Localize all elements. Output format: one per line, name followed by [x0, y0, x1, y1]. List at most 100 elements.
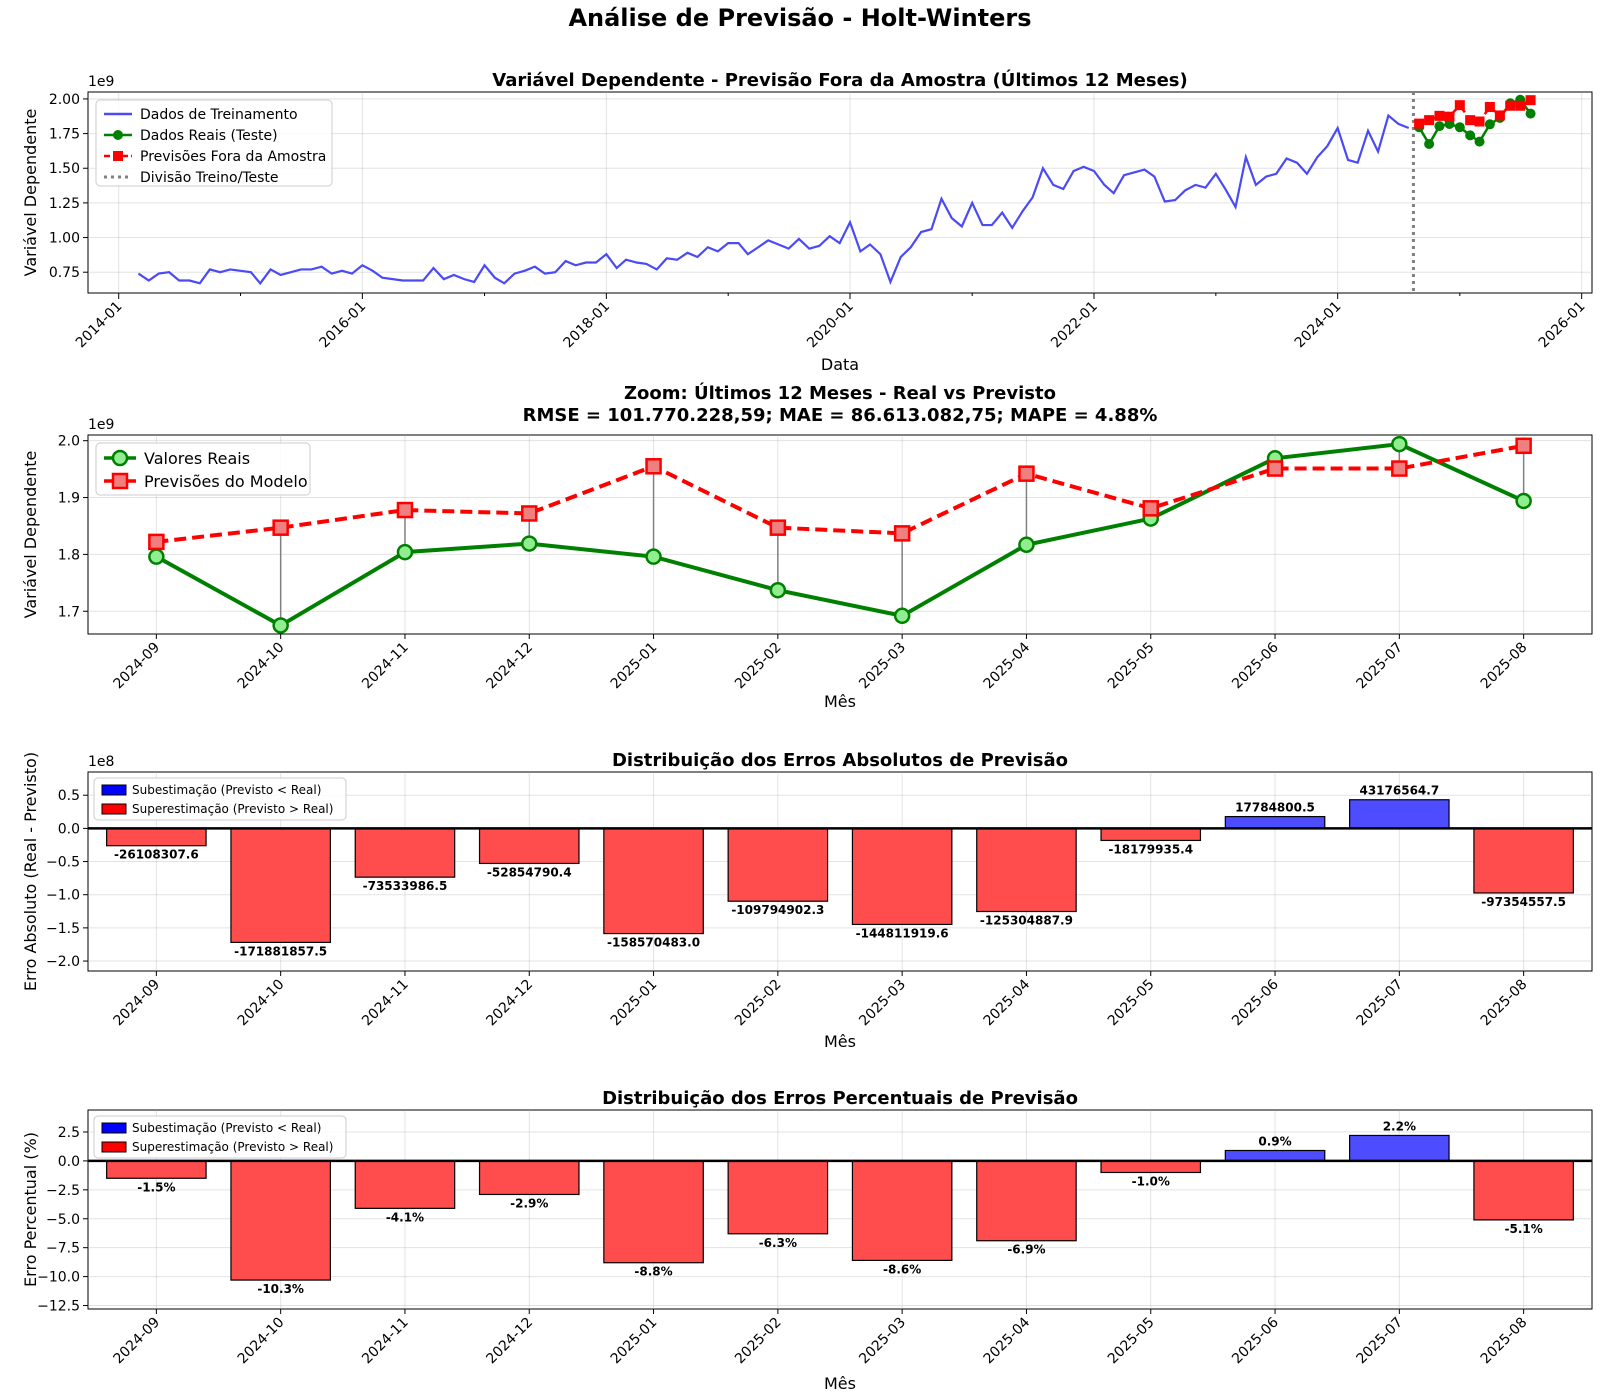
panel3-xtick-label: 2025-08: [1478, 977, 1531, 1030]
panel3-bar: [851, 827, 953, 926]
panel4-bar-label: -8.6%: [883, 1262, 921, 1276]
panel4-xtick-label: 2025-01: [608, 1315, 661, 1368]
panel4-bar: [1349, 1134, 1450, 1162]
legend-label: Divisão Treino/Teste: [140, 170, 279, 186]
panel3-bar-label: 17784800.5: [1235, 801, 1315, 815]
panel3-bar: [1100, 827, 1202, 842]
panel3-legend: [93, 777, 347, 821]
panel4-ytick-label: 0.0: [58, 1154, 80, 1170]
panel3-xtick-label: 2025-04: [981, 976, 1034, 1029]
predicted-value-point: [769, 519, 787, 536]
panel4-xtick-label: 2024-11: [359, 1315, 412, 1368]
panel4-bar: [1100, 1160, 1202, 1174]
panel2-xtick-label: 2025-01: [608, 640, 661, 693]
panel1-ytick-label: 1.00: [49, 231, 80, 247]
panel4-ytick-label: 2.5: [58, 1125, 80, 1141]
panel4-bar-label: -5.1%: [1505, 1222, 1543, 1236]
panel3-xlabel: Mês: [824, 1032, 856, 1051]
panel3-xtick-label: 2025-02: [732, 977, 785, 1030]
panel4-legend-label: Subestimação (Previsto < Real): [132, 1121, 321, 1135]
panel2-ytick-label: 2.0: [58, 434, 80, 450]
panel4-xtick-label: 2025-04: [981, 1314, 1034, 1367]
forecast-point: [1505, 100, 1516, 111]
real-value-point: [272, 617, 289, 634]
legend-label: Previsões do Modelo: [144, 472, 308, 491]
panel1-xtick-label: 2016-01: [317, 299, 370, 352]
panel4-bar-label: 0.9%: [1258, 1134, 1291, 1148]
panel2-xtick-label: 2025-04: [981, 639, 1034, 692]
panel1-xlabel: Data: [821, 355, 859, 374]
panel3-bar-label: 43176564.7: [1359, 784, 1439, 798]
panel4-bar-label: -8.8%: [634, 1265, 672, 1279]
panel1-ytick-label: 2.00: [49, 92, 80, 108]
panel3-bar-label: -109794902.3: [731, 903, 824, 917]
panel2-xtick-label: 2024-09: [111, 640, 164, 693]
panel2-xtick-label: 2025-06: [1229, 639, 1282, 692]
panel4-bar-label: -10.3%: [257, 1282, 304, 1296]
real-value-point: [148, 548, 165, 565]
figure-title: Análise de Previsão - Holt-Winters: [568, 4, 1031, 32]
predicted-value-point: [893, 525, 911, 542]
panel4-xtick-label: 2024-10: [235, 1315, 288, 1368]
panel4-bar-label: -4.1%: [386, 1210, 424, 1224]
panel3-ytick-label: −2.0: [46, 954, 80, 970]
panel1-ytick-label: 0.75: [49, 265, 80, 281]
panel1-ylabel: Variável Dependente: [21, 109, 40, 277]
panel3-bar: [478, 827, 580, 865]
legend-label: Previsões Fora da Amostra: [140, 149, 326, 165]
forecast-point: [1424, 115, 1435, 126]
panel2-ytick-label: 1.9: [58, 491, 80, 507]
forecast-point: [1525, 95, 1536, 106]
panel3-xtick-label: 2025-07: [1353, 977, 1406, 1030]
panel3-offset-label: 1e8: [88, 754, 114, 770]
panel2-xtick-label: 2025-07: [1353, 640, 1406, 693]
panel4-xtick-label: 2024-12: [483, 1315, 536, 1368]
legend-label: Dados de Treinamento: [140, 107, 298, 123]
real-value-point: [1391, 435, 1408, 453]
legend-marker-real: [111, 449, 129, 467]
panel1-ytick-label: 1.25: [49, 196, 80, 212]
panel4-xtick-label: 2025-02: [732, 1315, 785, 1368]
panel3-xtick-label: 2025-03: [856, 977, 909, 1030]
panel4-bar-label: -6.9%: [1007, 1243, 1045, 1257]
panel1-offset-label: 1e9: [88, 74, 114, 90]
panel4-bar: [976, 1160, 1077, 1242]
panel3-bar: [230, 827, 331, 943]
panel2-ylabel: Variável Dependente: [21, 451, 40, 619]
panel1-xtick-label: 2022-01: [1048, 299, 1101, 352]
panel3-ylabel: Erro Absoluto (Real - Previsto): [21, 752, 40, 991]
panel2-subtitle: RMSE = 101.770.228,59; MAE = 86.613.082,…: [523, 405, 1158, 426]
panel4-xtick-label: 2025-03: [856, 1315, 909, 1368]
panel4-ytick-label: −7.5: [46, 1241, 80, 1257]
panel3-bar-label: -52854790.4: [487, 865, 572, 879]
panel3-bar: [1349, 799, 1450, 829]
panel4-title: Distribuição dos Erros Percentuais de Pr…: [602, 1088, 1078, 1109]
panel4-xtick-label: 2025-06: [1229, 1314, 1282, 1367]
forecast-point: [1474, 116, 1485, 127]
panel4-ytick-label: −5.0: [46, 1212, 80, 1228]
panel2-xtick-label: 2024-12: [483, 640, 536, 693]
panel3-bar: [1224, 815, 1326, 829]
panel3-bar-label: -158570483.0: [607, 936, 700, 950]
panel1-frame: [87, 91, 1593, 294]
predicted-value-point: [148, 533, 165, 551]
panel2-xtick-label: 2024-10: [235, 640, 288, 693]
forecast-point: [1515, 100, 1526, 111]
panel4-ytick-label: −2.5: [46, 1183, 80, 1199]
panel4-bar-label: -2.9%: [510, 1196, 548, 1210]
panel3-bar-label: -171881857.5: [234, 944, 327, 958]
panel3-ytick-label: −1.0: [46, 888, 80, 904]
panel3-xtick-label: 2024-12: [483, 977, 536, 1030]
panel3-bar-label: -73533986.5: [363, 879, 448, 893]
panel3-ytick-label: 0.0: [58, 821, 80, 837]
panel1-legend: [95, 99, 333, 187]
panel1-title: Variável Dependente - Previsão Fora da A…: [492, 69, 1188, 91]
real-value-point: [1018, 536, 1035, 553]
real-value-point: [1515, 492, 1532, 510]
panel4-bar: [478, 1160, 580, 1196]
panel4-xtick-label: 2025-05: [1105, 1315, 1158, 1368]
panel4-bar: [106, 1160, 207, 1179]
legend-label: Valores Reais: [144, 449, 250, 468]
predicted-value-point: [272, 519, 289, 536]
